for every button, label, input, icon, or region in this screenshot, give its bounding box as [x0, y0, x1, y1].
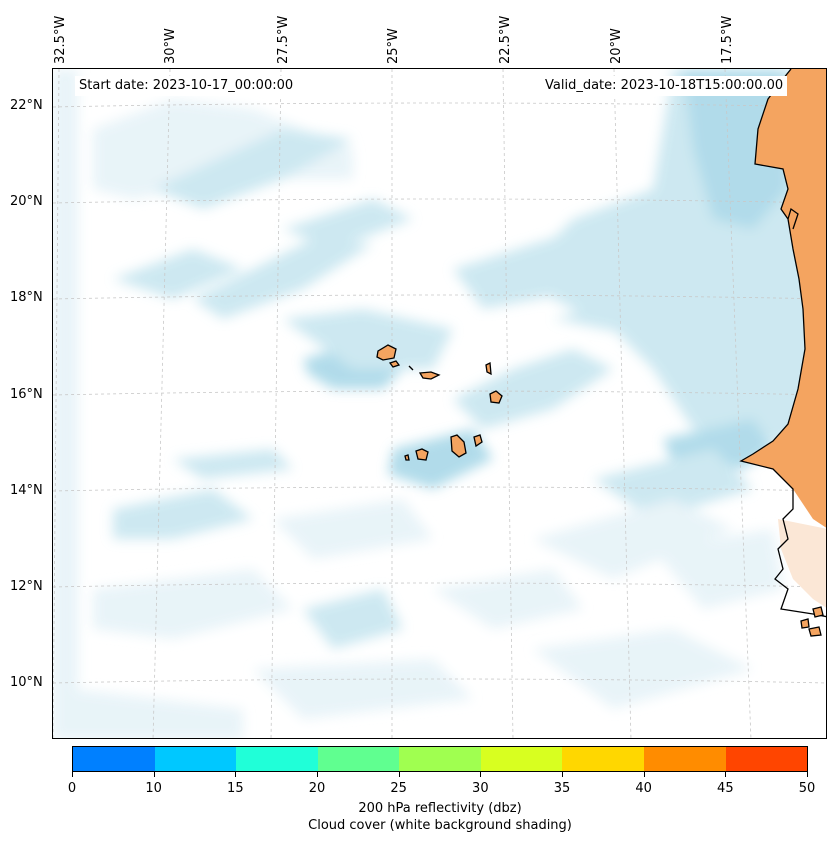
colorbar-segment-6 [562, 747, 644, 771]
colorbar-subtitle: Cloud cover (white background shading) [308, 818, 572, 833]
colorbar-tick-label: 15 [227, 781, 244, 796]
colorbar-tick [398, 772, 400, 777]
colorbar-tick-label: 40 [635, 781, 652, 796]
lat-label-18n: 18°N [10, 290, 43, 305]
colorbar-segment-5 [480, 747, 563, 771]
cape-verde-islands [376, 344, 503, 461]
lat-label-10n: 10°N [10, 675, 43, 690]
colorbar-tick [153, 772, 155, 777]
colorbar-tick [317, 772, 318, 777]
colorbar-segment-2 [236, 747, 318, 771]
colorbar-tick [807, 772, 808, 777]
map-canvas [53, 69, 826, 738]
colorbar-tick [235, 772, 237, 777]
start-date-label: Start date: 2023-10-17_00:00:00 [75, 76, 298, 96]
colorbar-tick [643, 772, 645, 777]
lat-label-16n: 16°N [10, 387, 43, 402]
colorbar-tick-label: 45 [717, 781, 734, 796]
graticule [53, 69, 826, 738]
valid-date-label: Valid_date: 2023-10-18T15:00:00.00 [541, 76, 788, 96]
african-coastline [739, 69, 826, 618]
lat-label-14n: 14°N [10, 483, 43, 498]
colorbar-tick-label: 50 [798, 781, 816, 796]
colorbar-tick [72, 772, 73, 777]
colorbar-tick-label: 30 [472, 781, 489, 796]
colorbar-segment-7 [643, 747, 726, 771]
bissagos-islands [800, 606, 824, 637]
cloud-cover-layer [53, 69, 826, 738]
lon-label-25w: 25°W [386, 28, 401, 64]
colorbar-tick-label: 35 [553, 781, 571, 796]
lat-label-20n: 20°N [10, 194, 43, 209]
lon-label-27-5w: 27.5°W [276, 15, 291, 64]
lon-label-30w: 30°W [163, 28, 178, 64]
lon-label-20w: 20°W [609, 28, 624, 64]
colorbar-title: 200 hPa reflectivity (dbz) [358, 801, 522, 816]
colorbar-segment-0 [73, 747, 155, 771]
lat-label-22n: 22°N [10, 98, 43, 113]
colorbar-tick [480, 772, 482, 777]
colorbar-tick-label: 10 [145, 781, 162, 796]
colorbar-tick-label: 20 [308, 781, 326, 796]
colorbar-segment-4 [399, 747, 481, 771]
colorbar-tick-label: 0 [67, 781, 77, 796]
colorbar-tick-label: 25 [390, 781, 407, 796]
reflectivity-colorbar [72, 746, 808, 772]
colorbar-tick [725, 772, 727, 777]
colorbar-segment-1 [154, 747, 237, 771]
colorbar-segment-8 [725, 747, 808, 771]
lon-label-32-5w: 32.5°W [53, 15, 68, 64]
lat-label-12n: 12°N [10, 579, 43, 594]
colorbar-segment-3 [317, 747, 400, 771]
lon-label-17-5w: 17.5°W [720, 15, 735, 64]
lon-label-22-5w: 22.5°W [498, 15, 513, 64]
map-panel [52, 68, 827, 739]
colorbar-tick [562, 772, 563, 777]
